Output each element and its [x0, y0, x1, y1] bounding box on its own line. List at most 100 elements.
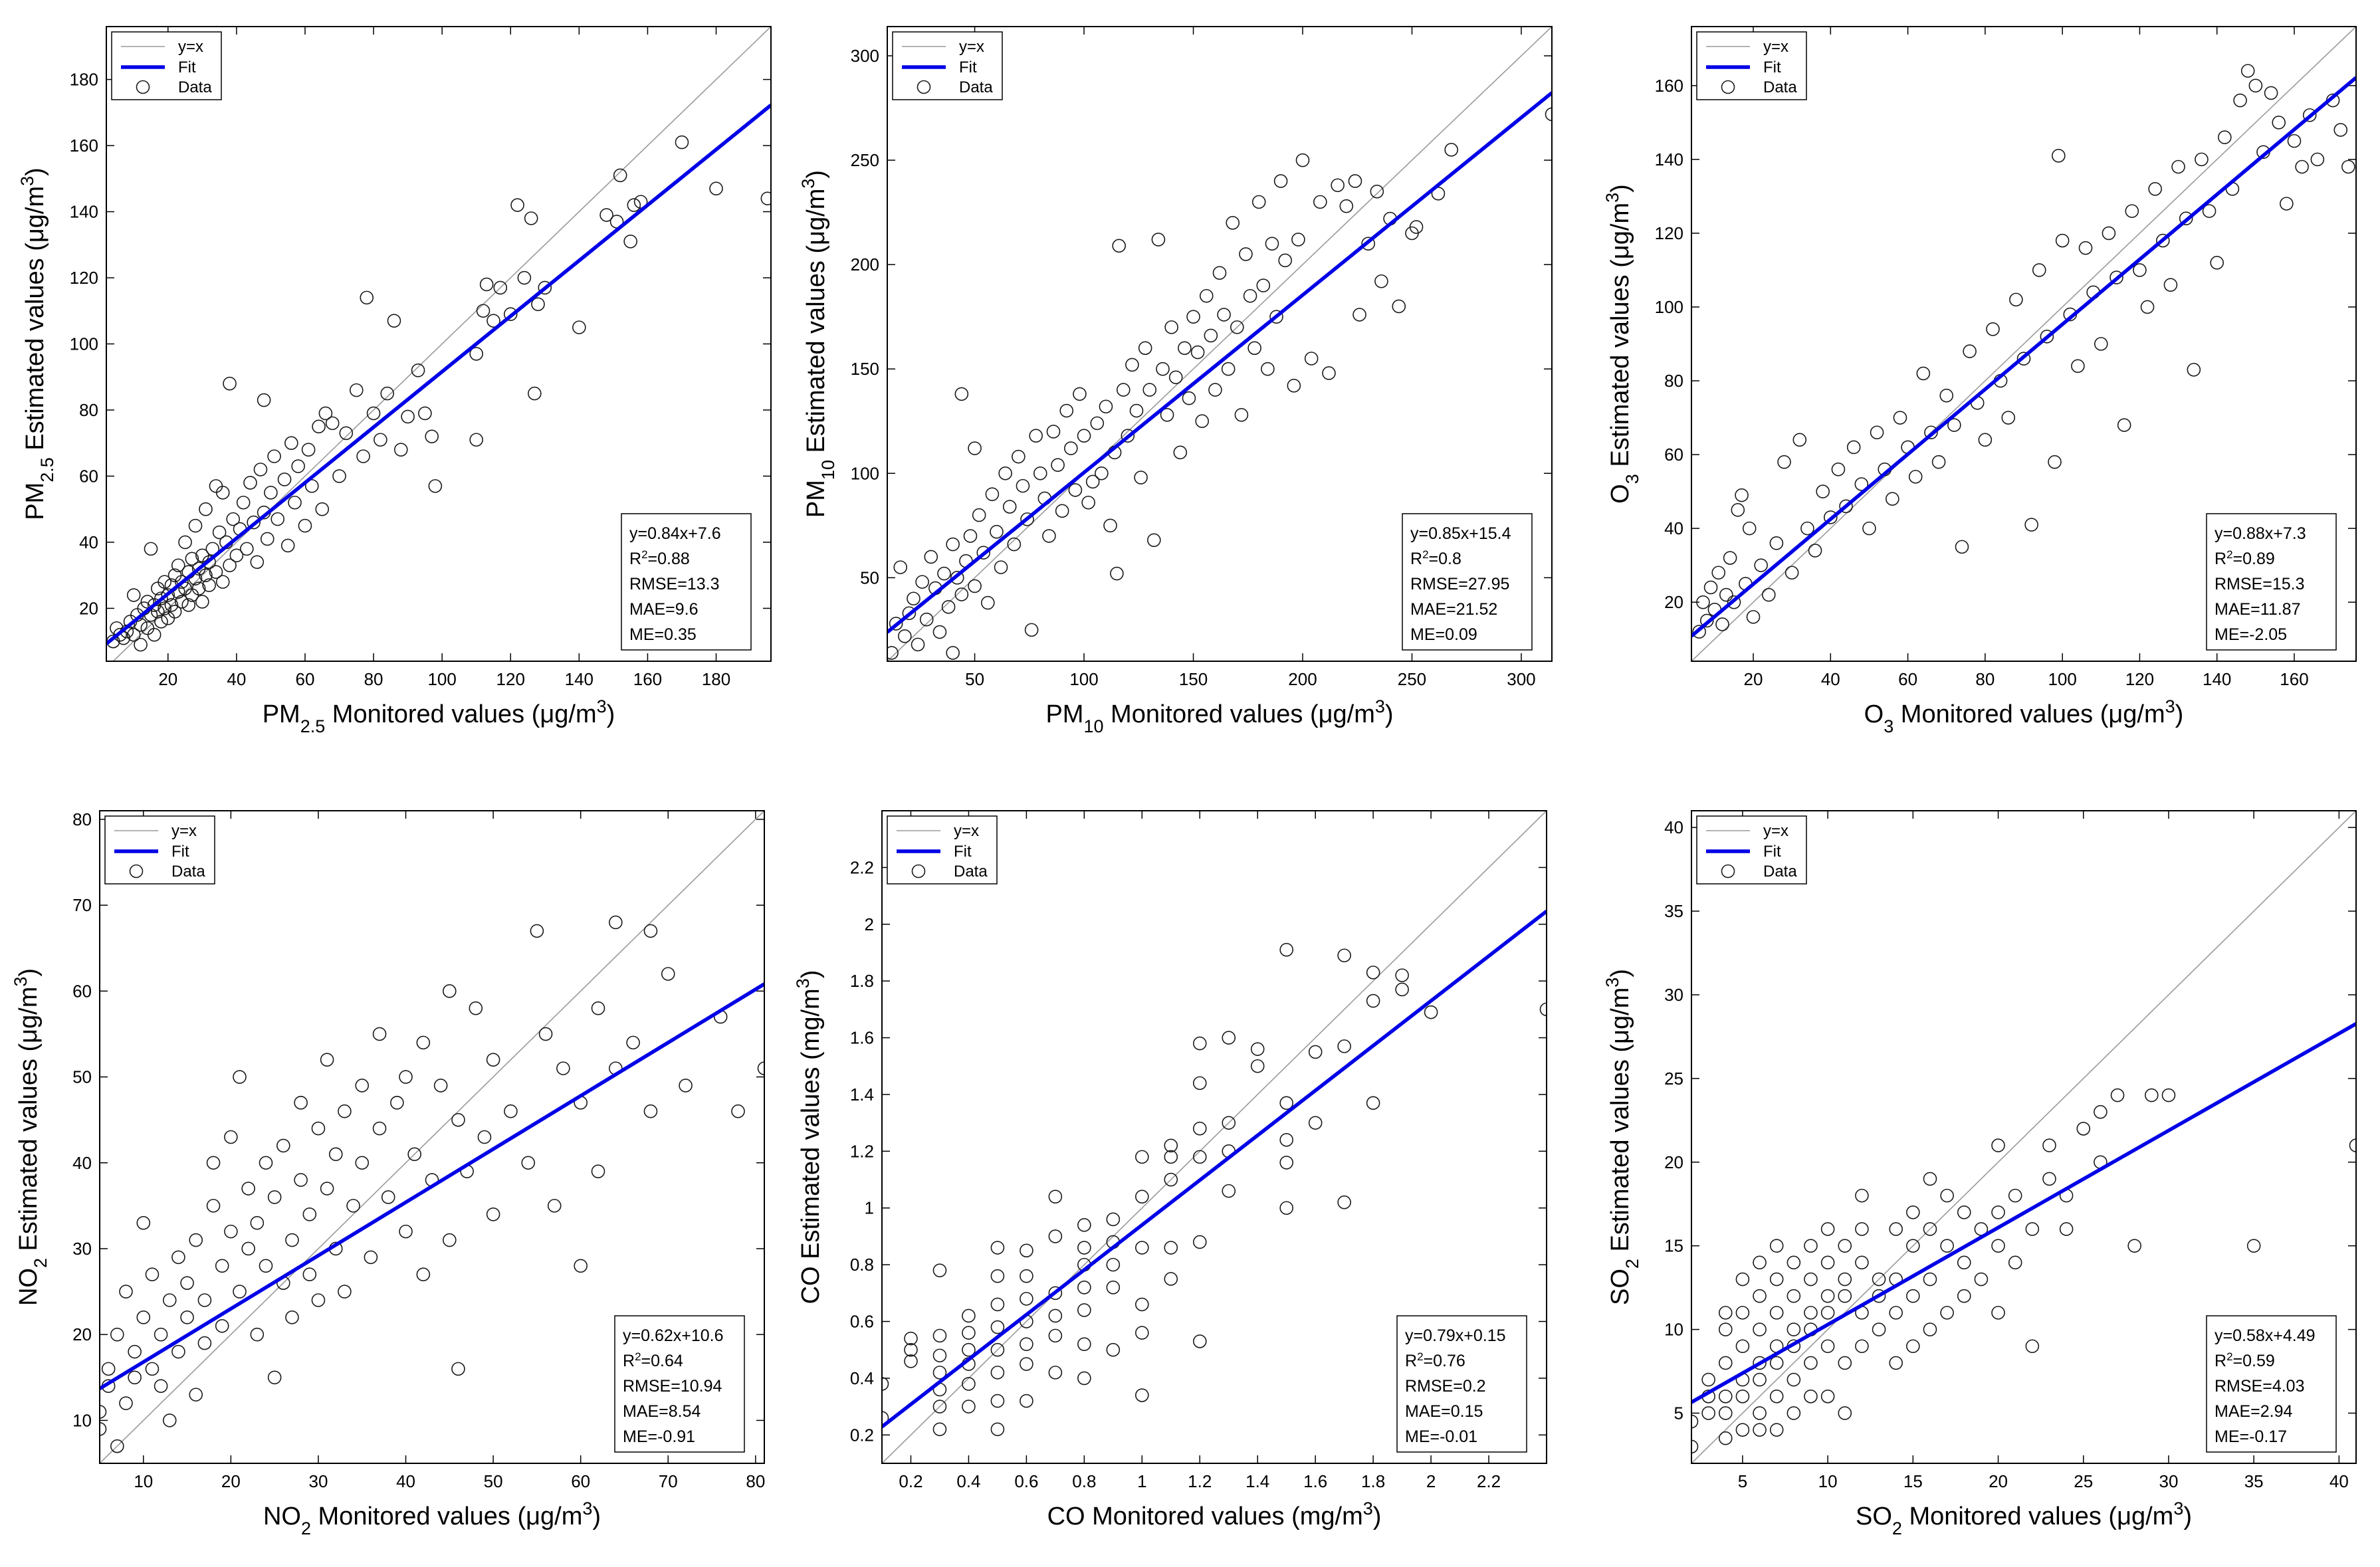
data-point: [1192, 1036, 1207, 1051]
y-tick-label: 160: [1655, 76, 1683, 96]
data-point: [1711, 566, 1725, 580]
data-point: [1692, 625, 1706, 639]
data-point: [253, 463, 268, 476]
data-point: [1820, 1306, 1835, 1320]
data-point: [215, 1318, 229, 1333]
data-point: [1808, 544, 1822, 558]
data-point: [1804, 1306, 1818, 1320]
fit-line: [1691, 76, 2356, 638]
legend-data-swatch: [1721, 864, 1735, 879]
y-tick-label: 70: [72, 895, 92, 915]
data-point: [1906, 1239, 1920, 1253]
data-point: [1142, 383, 1157, 397]
data-point: [1735, 1389, 1750, 1404]
data-point: [1718, 1322, 1733, 1336]
data-point: [661, 967, 675, 981]
data-point: [1048, 1190, 1063, 1203]
data-point: [990, 1422, 1005, 1437]
data-point: [285, 1310, 299, 1324]
data-point: [1234, 408, 1249, 422]
data-point: [990, 1366, 1005, 1380]
data-point: [100, 1422, 107, 1436]
x-tick-label: 50: [965, 669, 984, 689]
data-point: [277, 472, 292, 486]
data-point: [1195, 414, 1209, 429]
data-point: [919, 612, 934, 627]
data-point: [1256, 278, 1271, 292]
data-point: [1012, 449, 1026, 464]
data-point: [1947, 418, 1961, 432]
data-point: [968, 441, 982, 455]
stat-line-3: MAE=9.6: [629, 600, 699, 619]
stat-line-1: R2=0.64: [623, 1350, 683, 1371]
data-point: [1077, 1218, 1091, 1232]
data-point: [1872, 1272, 1886, 1287]
data-point: [366, 406, 381, 421]
data-point: [1221, 362, 1236, 376]
data-point: [360, 290, 374, 305]
data-point: [1409, 220, 1424, 234]
x-tick-label: 80: [364, 669, 383, 689]
data-point: [1186, 310, 1200, 324]
legend-fit-label: Fit: [171, 843, 189, 861]
data-point: [110, 1327, 124, 1342]
data-point: [264, 486, 278, 500]
data-point: [1727, 595, 1741, 609]
legend: y=x Fit Data: [1696, 31, 1807, 100]
data-point: [1212, 266, 1227, 280]
data-point: [2333, 123, 2348, 137]
data-point: [1048, 1308, 1063, 1323]
data-point: [1545, 107, 1552, 122]
data-point: [1963, 344, 1977, 358]
data-point: [469, 347, 484, 361]
legend-data-label: Data: [1763, 78, 1797, 96]
y-tick-label: 0.2: [850, 1425, 874, 1445]
data-point: [1243, 288, 1257, 303]
data-point: [259, 1259, 273, 1273]
y-axis-label: PM2.5 Estimated values (μg/m3): [17, 167, 57, 520]
data-point: [164, 598, 179, 612]
data-point: [643, 924, 658, 938]
x-axis-label: O3 Monitored values (μg/m3): [1864, 696, 2184, 736]
data-point: [2052, 149, 2066, 163]
y-tick-label: 1.2: [850, 1141, 874, 1161]
y-tick-label: 15: [1664, 1236, 1683, 1256]
data-point: [267, 1190, 282, 1204]
data-point: [1370, 184, 1384, 199]
data-point: [1978, 433, 1993, 447]
stat-line-3: MAE=0.15: [1405, 1402, 1483, 1421]
data-point: [1786, 1372, 1801, 1387]
data-point: [1804, 1389, 1818, 1404]
data-point: [161, 588, 175, 602]
y-tick-label: 25: [1664, 1069, 1683, 1089]
x-tick-label: 60: [571, 1471, 590, 1491]
data-point: [1064, 441, 1078, 455]
data-point: [2048, 455, 2062, 469]
data-point: [1135, 1150, 1149, 1164]
data-point: [1077, 1241, 1091, 1255]
data-point: [1886, 492, 1899, 506]
data-point: [1273, 174, 1288, 188]
stats-frame: [2206, 1315, 2337, 1453]
data-point: [2076, 1122, 2091, 1136]
y-tick-label: 300: [851, 46, 879, 66]
data-point: [521, 1156, 536, 1170]
axes-frame: [887, 26, 1553, 662]
data-point: [1295, 153, 1310, 167]
x-tick-label: 1.6: [1303, 1471, 1327, 1491]
data-point: [1313, 195, 1327, 209]
data-point: [302, 1207, 317, 1221]
legend-fit-label: Fit: [954, 843, 972, 861]
stats-box: y=0.62x+10.6 R2=0.64 RMSE=10.94 MAE=8.54 ME=…: [614, 1315, 745, 1453]
x-tick-label: 1.2: [1188, 1471, 1212, 1491]
data-point: [1077, 1280, 1091, 1295]
data-point: [291, 459, 305, 473]
x-tick-label: 35: [2244, 1471, 2264, 1491]
data-point: [990, 524, 1004, 539]
x-axis-label: CO Monitored values (mg/m3): [1047, 1499, 1382, 1530]
data-point: [469, 433, 484, 447]
data-point: [1923, 1222, 1937, 1236]
identity-line: [1691, 811, 2356, 1463]
data-point: [1931, 455, 1946, 469]
data-point: [1991, 1306, 2005, 1320]
